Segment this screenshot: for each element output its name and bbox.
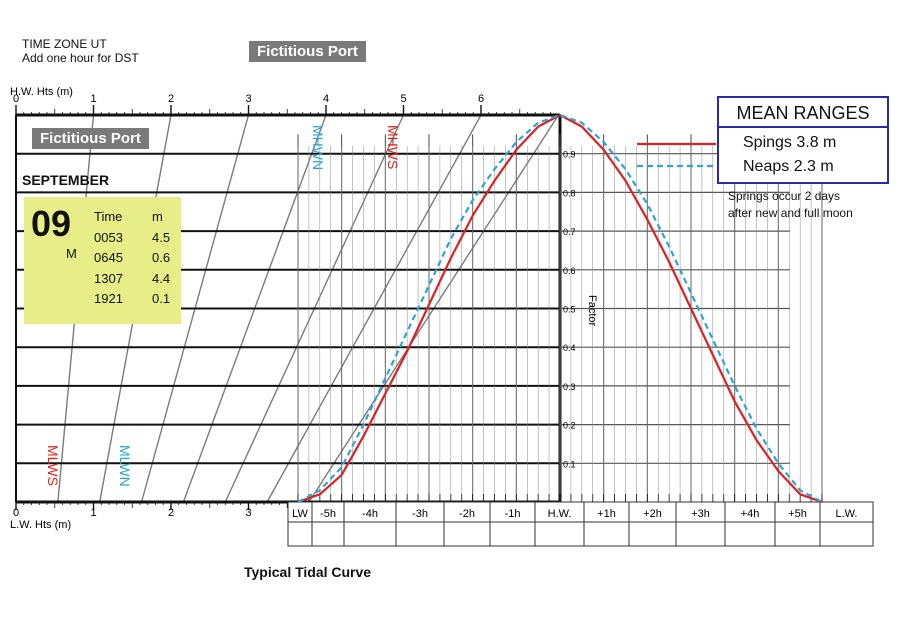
tidal-curve-neaps xyxy=(297,113,823,503)
timezone-line: TIME ZONE UT xyxy=(22,37,107,51)
hw-tick-label: 1 xyxy=(90,93,96,105)
time-label: +4h xyxy=(741,508,760,520)
tidal-curves xyxy=(297,113,823,504)
time-label: +3h xyxy=(691,508,710,520)
height-column-header: m xyxy=(152,209,163,224)
tide-row: 0053 4.5 xyxy=(94,228,170,249)
time-label: -2h xyxy=(459,508,475,520)
month-label: SEPTEMBER xyxy=(22,172,110,188)
tidal-curve-springs xyxy=(297,113,823,504)
tide-row: 1921 0.1 xyxy=(94,289,170,310)
factor-tick-label: 0.5 xyxy=(563,305,576,315)
chart-caption: Typical Tidal Curve xyxy=(244,564,372,580)
factor-tick-label: 0.2 xyxy=(563,421,576,431)
grid-height-line xyxy=(182,114,327,503)
tide-row: 1307 4.4 xyxy=(94,269,170,290)
lw-tick-label: 3 xyxy=(245,507,251,519)
tide-row: 0645 0.6 xyxy=(94,248,170,269)
day-number: 09 xyxy=(31,203,72,244)
hw-tick-label: 5 xyxy=(400,93,406,105)
mean-ranges-box: MEAN RANGES Spings 3.8 m Neaps 2.3 m xyxy=(717,96,889,184)
chart-grid xyxy=(15,113,823,504)
time-label: LW xyxy=(292,508,308,520)
springs-note-line: Springs occur 2 days xyxy=(728,189,841,203)
time-label: -4h xyxy=(362,508,378,520)
factor-tick-label: 0.6 xyxy=(563,266,576,276)
grid-height-line xyxy=(140,114,250,503)
tide-times-table: Time m 0053 4.5 0645 0.6 1307 4.4 1921 0.1 xyxy=(94,207,170,310)
time-label: -5h xyxy=(320,508,336,520)
tide-height: 4.5 xyxy=(152,229,171,245)
time-label: L.W. xyxy=(835,508,857,520)
mlwn-label: MLWN xyxy=(117,445,133,487)
mean-ranges-title: MEAN RANGES xyxy=(719,98,887,128)
factor-axis-label: Factor xyxy=(586,295,598,327)
tide-time: 0053 xyxy=(94,229,123,245)
grid-height-line xyxy=(266,114,482,503)
chart-ticks xyxy=(15,105,874,547)
factor-tick-label: 0.7 xyxy=(563,227,576,237)
hw-axis-label: H.W. Hts (m) xyxy=(10,86,73,98)
factor-tick-label: 0.1 xyxy=(563,459,576,469)
hw-tick-label: 3 xyxy=(245,93,251,105)
tide-time: 1921 xyxy=(94,291,123,306)
tide-time: 1307 xyxy=(94,270,123,286)
tide-height: 4.4 xyxy=(152,270,171,286)
port-title: Fictitious Port xyxy=(249,41,366,62)
tide-times-box xyxy=(24,197,181,324)
panel-port-label: Fictitious Port xyxy=(32,128,149,149)
hw-tick-label: 2 xyxy=(168,93,174,105)
time-column-header: Time xyxy=(94,209,123,224)
lw-tick-label: 2 xyxy=(168,507,174,519)
mhws-label: MHWS xyxy=(385,125,401,169)
tide-time: 0645 xyxy=(94,250,123,265)
time-label: H.W. xyxy=(548,508,572,520)
springs-note-line: after new and full moon xyxy=(728,206,853,220)
tide-height: 0.1 xyxy=(152,291,171,306)
springs-note: Springs occur 2 days after new and full … xyxy=(728,188,853,222)
time-label: +1h xyxy=(597,508,616,520)
lw-tick-label: 1 xyxy=(90,507,96,519)
hw-tick-label: 0 xyxy=(13,93,19,105)
factor-tick-label: 0.3 xyxy=(563,382,576,392)
hw-tick-label: 6 xyxy=(478,93,484,105)
neaps-range: Neaps 2.3 m xyxy=(743,158,834,175)
lw-axis-label: L.W. Hts (m) xyxy=(10,519,71,531)
mhwn-label: MHWN xyxy=(310,125,326,170)
factor-tick-label: 0.8 xyxy=(563,188,576,198)
lw-tick-label: 0 xyxy=(13,507,19,519)
time-label: -1h xyxy=(505,508,521,520)
dst-line: Add one hour for DST xyxy=(22,51,139,65)
time-label: +5h xyxy=(788,508,807,520)
factor-tick-label: 0.4 xyxy=(563,343,576,353)
time-label: -3h xyxy=(412,508,428,520)
day-letter: M xyxy=(66,246,77,261)
tide-times-header: Time m xyxy=(94,207,170,228)
factor-tick-label: 0.9 xyxy=(563,150,576,160)
chart-labels: 0 1 2 3 4 5 6H.W. Hts (m)0 1 2 3L.W. Hts (m)0.10.… xyxy=(10,86,858,531)
time-label: +2h xyxy=(643,508,662,520)
timezone-note: TIME ZONE UT Add one hour for DST xyxy=(22,37,139,65)
grid-height-line xyxy=(224,114,405,503)
mlws-label: MLWS xyxy=(45,445,61,486)
grid-height-line xyxy=(308,114,560,503)
hw-tick-label: 4 xyxy=(323,93,329,105)
springs-range: Spings 3.8 m xyxy=(743,134,837,151)
tide-height: 0.6 xyxy=(152,250,171,265)
